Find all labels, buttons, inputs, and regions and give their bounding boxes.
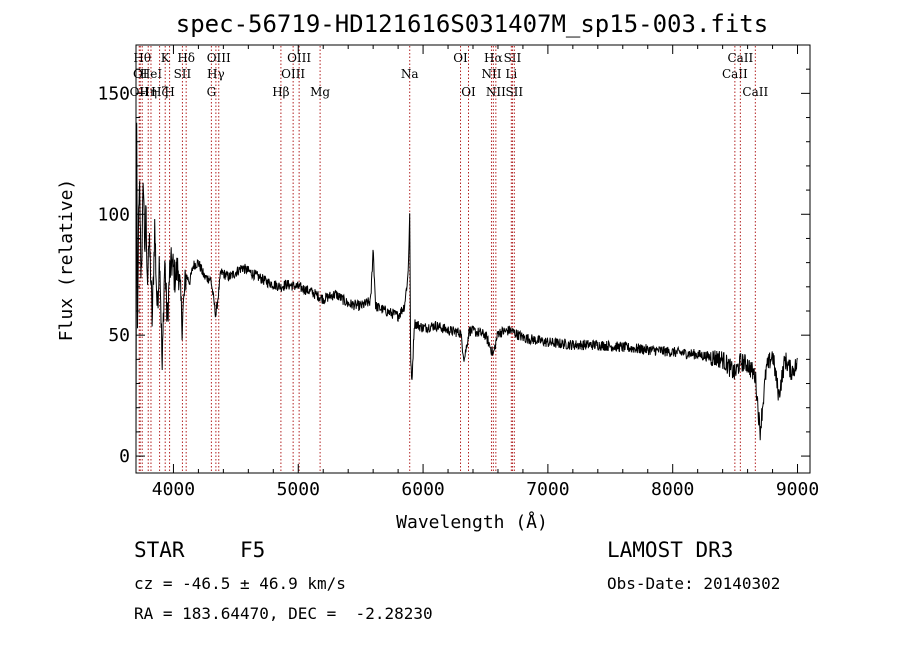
spectral-line-label-9: Hδ <box>177 51 195 65</box>
object-class: STAR <box>134 538 185 562</box>
spectral-line-label-14: OIII <box>281 67 305 81</box>
spectral-line-label-12: OIII <box>207 51 231 65</box>
chart-title: spec-56719-HD121616S031407M_sp15-003.fit… <box>176 10 768 38</box>
spectral-line-label-17: Na <box>401 67 419 81</box>
y-tick-label-1: 50 <box>108 325 130 346</box>
object-subclass: F5 <box>240 538 266 562</box>
spectral-line-label-27: CaII <box>727 51 753 65</box>
survey-name: LAMOST DR3 <box>607 538 734 562</box>
spectral-line-label-25: SII <box>505 85 523 99</box>
spectral-line-label-5: Hζ <box>151 85 168 99</box>
obs-date: Obs-Date: 20140302 <box>607 574 781 593</box>
spectral-line-label-15: OIII <box>287 51 311 65</box>
ra-dec: RA = 183.64470, DEC = -2.28230 <box>134 604 433 623</box>
spectral-line-label-4: HeI <box>140 67 163 81</box>
axis-ticks: 4000 5000 6000 7000 8000 9000 0 50 100 150 <box>97 45 819 500</box>
flux-series <box>135 122 798 446</box>
x-tick-label-4: 8000 <box>651 479 694 500</box>
redshift-cz: cz = -46.5 ± 46.9 km/s <box>134 574 346 593</box>
y-tick-label-0: 0 <box>119 446 130 467</box>
x-tick-label-0: 4000 <box>152 479 195 500</box>
spectral-line-label-23: Li <box>505 67 517 81</box>
spectral-line-label-21: Hα <box>484 51 503 65</box>
spectral-line-label-19: OI <box>461 85 476 99</box>
spectral-line-label-11: Hγ <box>207 67 225 81</box>
spectral-line-markers: OIIOIHθHηHeIHζKHSIIHδGHγOIIIHβOIIIOIIIMg… <box>130 46 768 472</box>
spectral-line-label-0: OII <box>130 85 150 99</box>
x-tick-label-1: 5000 <box>277 479 320 500</box>
x-tick-label-3: 7000 <box>526 479 569 500</box>
spectral-line-label-16: Mg <box>310 85 330 99</box>
x-axis-label: Wavelength (Å) <box>396 511 548 533</box>
y-tick-label-2: 100 <box>97 204 130 225</box>
flux-line <box>135 122 798 446</box>
x-tick-label-2: 6000 <box>401 479 444 500</box>
spectral-line-label-7: H <box>164 85 174 99</box>
spectral-line-label-28: CaII <box>742 85 768 99</box>
spectral-line-label-3: Hη <box>139 85 157 99</box>
spectral-line-label-24: SII <box>504 51 522 65</box>
spectral-line-label-20: NII <box>481 67 501 81</box>
spectral-line-label-8: SII <box>174 67 192 81</box>
spectral-line-label-26: CaII <box>722 67 748 81</box>
spectral-line-label-13: Hβ <box>272 85 289 99</box>
spectral-line-label-2: Hθ <box>133 51 151 65</box>
y-axis-label: Flux (relative) <box>56 179 77 342</box>
spectral-line-label-18: OI <box>453 51 468 65</box>
spectral-line-label-1: OI <box>133 67 148 81</box>
x-tick-label-5: 9000 <box>776 479 819 500</box>
spectral-line-label-10: G <box>207 85 217 99</box>
y-tick-label-3: 150 <box>97 83 130 104</box>
spectral-line-label-22: NII <box>486 85 506 99</box>
spectral-line-label-6: K <box>161 51 171 65</box>
plot-frame <box>135 44 811 474</box>
